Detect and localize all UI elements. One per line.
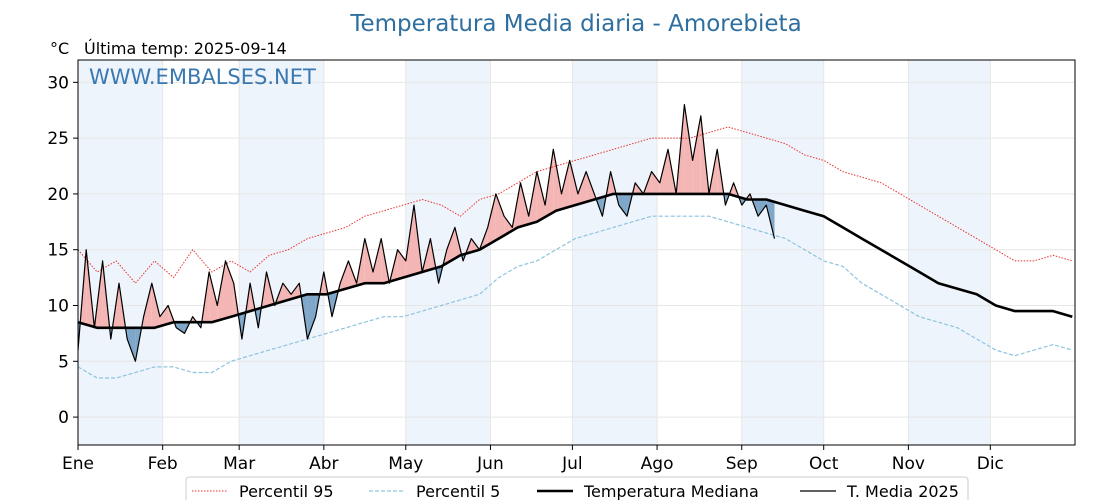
y-tick-label: 10 <box>47 297 69 317</box>
fill-below-median <box>618 193 627 217</box>
legend-box <box>185 476 969 500</box>
fill-above-median <box>553 149 562 213</box>
fill-above-median <box>143 283 152 328</box>
month-bands <box>78 60 991 445</box>
chart-title: Temperatura Media diaria - Amorebieta <box>349 11 801 37</box>
grid-lines <box>77 60 1075 445</box>
month-band <box>572 60 658 445</box>
legend: Percentil 95 Percentil 5 Temperatura Media… <box>185 476 969 500</box>
series-line-temperatura-mediana <box>77 192 1073 330</box>
x-tick-label: Dic <box>977 454 1004 474</box>
x-tick-label: Sep <box>726 454 758 474</box>
fill-below-median <box>127 327 136 362</box>
x-tick-label: Abr <box>309 454 338 474</box>
fill-above-median <box>659 149 668 194</box>
x-tick-label: Jul <box>561 454 583 474</box>
fill-above-median <box>151 283 160 328</box>
fill-above-median <box>536 171 546 222</box>
x-axis: Ene Feb Mar Abr May Jun Jul Ago Sep Oct Nov Dic <box>62 445 1004 474</box>
last-temp-label: Última temp: 2025-09-14 <box>84 39 287 58</box>
month-band <box>908 60 991 445</box>
fill-above-median <box>397 249 406 280</box>
fill-above-median <box>373 238 382 284</box>
fill-above-median <box>651 171 660 194</box>
y-axis: 0 5 10 15 20 25 30 <box>47 73 78 428</box>
fill-above-median <box>446 227 455 264</box>
x-tick-label: Oct <box>809 454 839 474</box>
month-band <box>239 60 324 445</box>
fill-above-median <box>209 272 218 323</box>
fill-above-median <box>340 260 349 291</box>
fill-above-median <box>282 283 292 302</box>
month-band <box>78 60 163 445</box>
legend-label: T. Media 2025 <box>846 482 959 500</box>
x-tick-label: Feb <box>148 454 178 474</box>
series-line-percentil-95 <box>77 126 1073 284</box>
x-tick-label: Nov <box>892 454 925 474</box>
fill-above-median <box>364 238 373 284</box>
fill-above-median <box>586 171 595 202</box>
y-tick-label: 30 <box>47 73 69 93</box>
fill-above-median <box>577 171 587 205</box>
x-tick-label: Jun <box>476 454 504 474</box>
x-tick-label: May <box>388 454 423 474</box>
fill-above-median <box>217 260 226 321</box>
fill-above-median <box>225 260 234 319</box>
watermark: WWW.EMBALSES.NET <box>89 65 316 89</box>
series-lines <box>77 103 1073 379</box>
y-tick-label: 5 <box>58 352 69 372</box>
fill-above-median <box>684 104 693 194</box>
plot-frame <box>77 59 1076 446</box>
series-line-percentil-5 <box>77 215 1073 379</box>
legend-label: Percentil 5 <box>416 482 500 500</box>
x-tick-label: Ene <box>62 454 94 474</box>
legend-label: Temperatura Mediana <box>583 482 759 500</box>
month-band <box>741 60 824 445</box>
fill-above-median <box>569 160 578 207</box>
fill-below-median <box>758 199 767 217</box>
fill-above-median <box>561 160 570 210</box>
legend-label: Percentil 95 <box>239 482 334 500</box>
fill-above-median <box>495 193 505 241</box>
fill-above-median <box>291 283 300 300</box>
fill-above-median <box>692 115 701 194</box>
y-tick-label: 0 <box>58 408 69 428</box>
fill-below-median <box>307 294 316 339</box>
unit-label: °C <box>50 39 69 58</box>
fill-above-median <box>159 305 169 327</box>
x-tick-label: Ago <box>641 454 674 474</box>
series-line-t-media-2025 <box>77 103 776 362</box>
y-tick-label: 20 <box>47 185 69 205</box>
fill-above-median <box>520 182 529 227</box>
fill-below-median <box>176 322 185 334</box>
y-tick-label: 25 <box>47 129 69 149</box>
y-tick-label: 15 <box>47 241 69 261</box>
x-tick-label: Mar <box>223 454 255 474</box>
fill-above-median <box>487 193 496 245</box>
